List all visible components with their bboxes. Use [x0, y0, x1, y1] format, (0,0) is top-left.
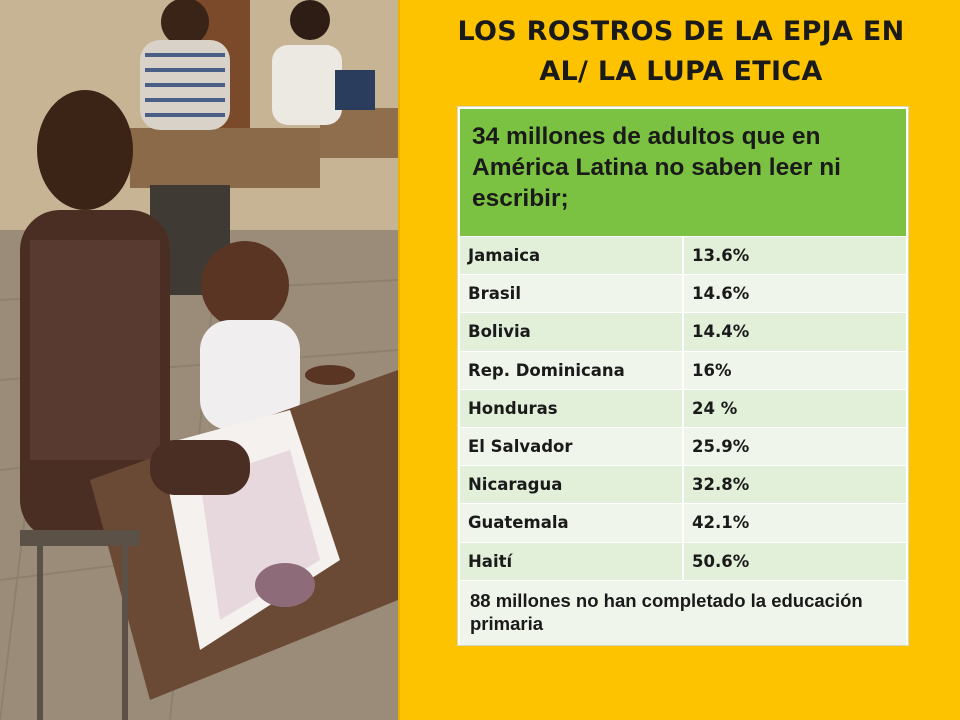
percentage-cell: 32.8%: [692, 475, 750, 495]
percentage-cell: 14.6%: [692, 284, 750, 304]
classroom-photo: [0, 0, 398, 720]
table-row: Nicaragua 32.8%: [460, 466, 906, 505]
percentage-cell: 24 %: [692, 398, 738, 418]
table-header: 34 millones de adultos que en América La…: [460, 109, 906, 236]
percentage-cell: 50.6%: [692, 551, 750, 571]
percentage-cell: 25.9%: [692, 437, 750, 457]
slide-title: LOS ROSTROS DE LA EPJA EN AL/ LA LUPA ET…: [400, 12, 960, 92]
table-row: Brasil 14.6%: [460, 275, 906, 314]
title-line-2: AL/ LA LUPA ETICA: [539, 56, 823, 87]
literacy-table: 34 millones de adultos que en América La…: [457, 106, 909, 646]
table-footer: 88 millones no han completado la educaci…: [460, 581, 906, 645]
country-cell: Jamaica: [460, 237, 684, 275]
title-line-1: LOS ROSTROS DE LA EPJA EN: [457, 16, 905, 47]
country-cell: El Salvador: [460, 427, 684, 466]
slide-panel: LOS ROSTROS DE LA EPJA EN AL/ LA LUPA ET…: [398, 0, 960, 720]
percentage-cell: 14.4%: [692, 322, 750, 342]
percentage-cell: 16%: [692, 360, 732, 380]
table-row: Jamaica 13.6%: [460, 237, 906, 276]
table-row: Rep. Dominicana 16%: [460, 351, 906, 390]
table-row: Honduras 24 %: [460, 389, 906, 428]
percentage-cell: 13.6%: [692, 246, 750, 266]
table-row: Bolivia 14.4%: [460, 313, 906, 352]
country-cell: Rep. Dominicana: [460, 351, 684, 389]
table-row: Haití 50.6%: [460, 542, 906, 581]
percentage-cell: 42.1%: [692, 513, 750, 533]
country-cell: Guatemala: [460, 504, 684, 542]
country-cell: Bolivia: [460, 313, 684, 351]
table-row: El Salvador 25.9%: [460, 427, 906, 467]
country-cell: Honduras: [460, 389, 684, 427]
country-cell: Haití: [460, 542, 684, 580]
country-cell: Nicaragua: [460, 466, 684, 504]
table-body: Jamaica 13.6% Brasil 14.6% Bolivia 14.4% Rep. …: [460, 237, 906, 581]
table-row: Guatemala 42.1%: [460, 504, 906, 543]
country-cell: Brasil: [460, 275, 684, 313]
